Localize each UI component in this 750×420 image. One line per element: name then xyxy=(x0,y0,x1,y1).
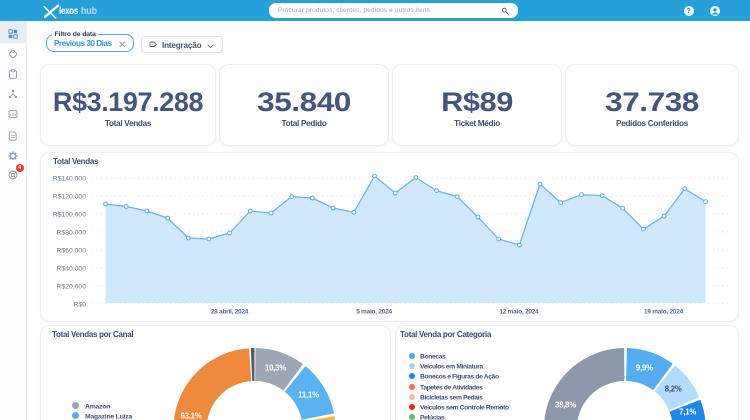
svg-text:28 abril, 2024: 28 abril, 2024 xyxy=(211,309,249,316)
svg-text:12 maio, 2024: 12 maio, 2024 xyxy=(500,309,540,316)
svg-text:R$80.000: R$80.000 xyxy=(57,229,87,236)
svg-text:R$100.000: R$100.000 xyxy=(53,211,86,218)
svg-text:19 maio, 2024: 19 maio, 2024 xyxy=(644,309,684,316)
svg-text:R$40.000: R$40.000 xyxy=(57,265,87,272)
svg-text:R$140.000: R$140.000 xyxy=(53,176,86,183)
svg-text:R$120.000: R$120.000 xyxy=(53,194,86,201)
svg-text:5 maio, 2024: 5 maio, 2024 xyxy=(356,309,392,316)
svg-text:R$0: R$0 xyxy=(74,301,87,308)
svg-text:R$20.000: R$20.000 xyxy=(57,283,87,290)
svg-text:R$60.000: R$60.000 xyxy=(57,247,87,254)
